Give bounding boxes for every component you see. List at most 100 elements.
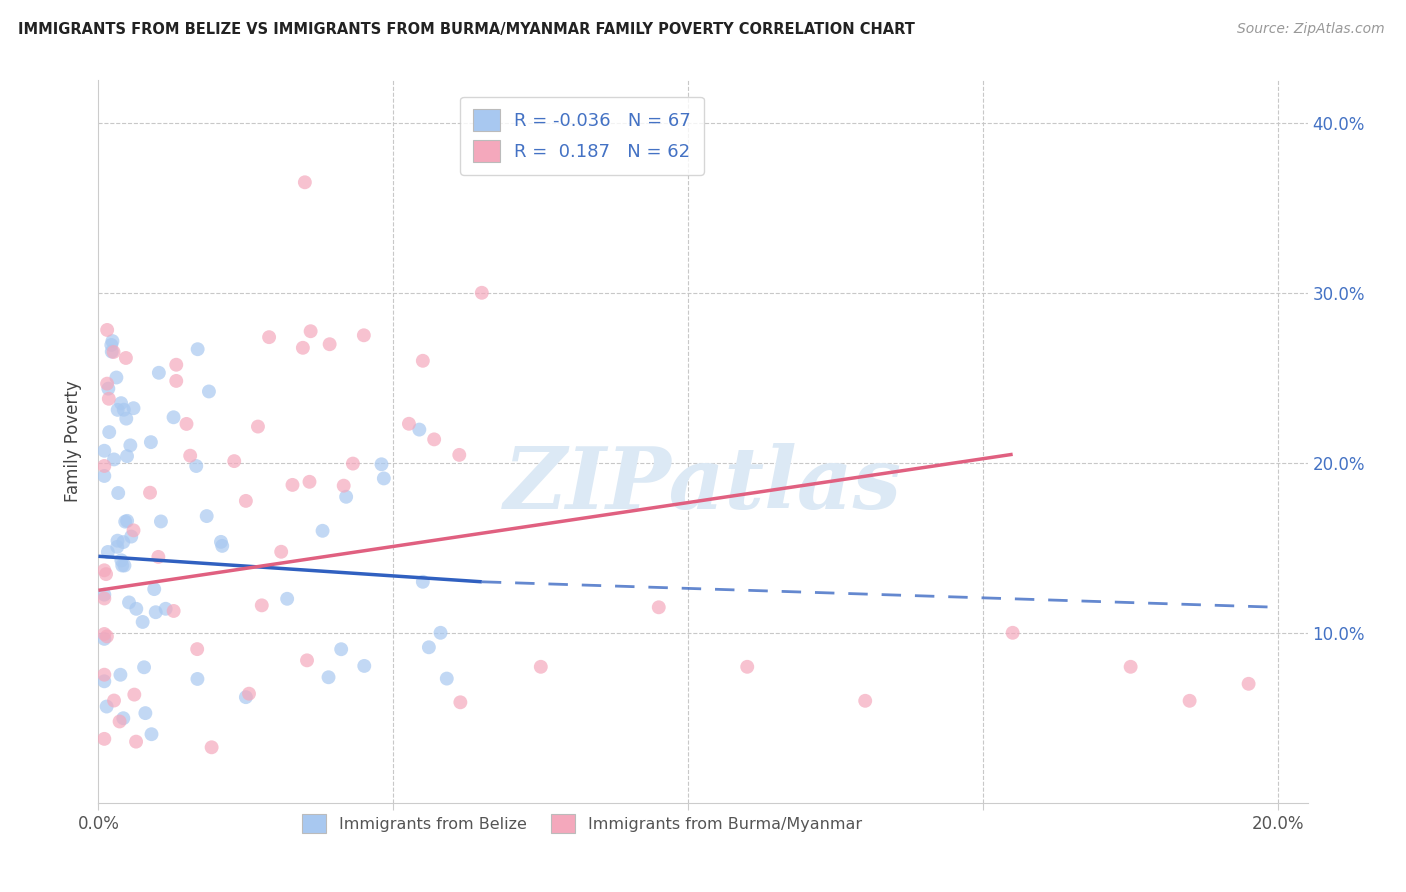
Point	[211, 539, 233, 553]
Point	[105, 540, 128, 554]
Point	[122, 401, 145, 416]
Point	[141, 727, 163, 741]
Point	[103, 693, 125, 707]
Point	[107, 402, 129, 417]
Point	[648, 600, 671, 615]
Point	[179, 449, 201, 463]
Point	[115, 449, 138, 463]
Point	[93, 588, 115, 602]
Point	[201, 740, 224, 755]
Point	[198, 384, 221, 399]
Point	[281, 478, 304, 492]
Legend: Immigrants from Belize, Immigrants from Burma/Myanmar: Immigrants from Belize, Immigrants from …	[297, 807, 868, 839]
Point	[112, 402, 135, 417]
Point	[148, 549, 170, 564]
Point	[112, 535, 135, 549]
Point	[100, 344, 122, 359]
Point	[115, 411, 138, 425]
Point	[101, 334, 124, 348]
Point	[412, 574, 434, 589]
Point	[429, 625, 451, 640]
Point	[98, 425, 121, 439]
Point	[120, 530, 142, 544]
Point	[93, 627, 115, 641]
Text: ZIPatlas: ZIPatlas	[503, 443, 903, 526]
Point	[149, 515, 172, 529]
Point	[100, 338, 122, 352]
Point	[335, 490, 357, 504]
Point	[148, 366, 170, 380]
Point	[93, 591, 115, 606]
Point	[162, 410, 184, 425]
Point	[370, 457, 392, 471]
Point	[471, 285, 494, 300]
Point	[97, 382, 120, 396]
Point	[224, 454, 246, 468]
Point	[186, 458, 208, 473]
Point	[332, 478, 354, 492]
Point	[110, 396, 132, 410]
Point	[103, 345, 125, 359]
Point	[246, 419, 269, 434]
Point	[93, 469, 115, 483]
Point	[299, 324, 322, 338]
Point	[115, 351, 138, 365]
Text: Source: ZipAtlas.com: Source: ZipAtlas.com	[1237, 22, 1385, 37]
Point	[124, 688, 146, 702]
Point	[449, 695, 471, 709]
Point	[105, 370, 128, 384]
Point	[114, 558, 136, 573]
Point	[186, 672, 208, 686]
Point	[110, 667, 132, 681]
Point	[235, 690, 257, 705]
Point	[408, 423, 430, 437]
Point	[94, 567, 117, 582]
Point	[353, 328, 375, 343]
Point	[291, 341, 314, 355]
Point	[187, 342, 209, 356]
Point	[342, 457, 364, 471]
Point	[276, 591, 298, 606]
Point	[238, 687, 260, 701]
Point	[139, 435, 162, 450]
Point	[163, 604, 186, 618]
Point	[120, 438, 142, 452]
Point	[318, 337, 340, 351]
Point	[1119, 660, 1142, 674]
Point	[449, 448, 471, 462]
Point	[96, 323, 118, 337]
Point	[195, 509, 218, 524]
Point	[143, 582, 166, 596]
Point	[93, 632, 115, 646]
Point	[176, 417, 198, 431]
Point	[107, 486, 129, 500]
Point	[209, 534, 232, 549]
Point	[115, 514, 138, 528]
Point	[398, 417, 420, 431]
Point	[96, 376, 118, 391]
Point	[735, 660, 758, 674]
Point	[103, 452, 125, 467]
Point	[373, 471, 395, 485]
Point	[125, 734, 148, 748]
Point	[125, 602, 148, 616]
Point	[132, 660, 155, 674]
Point	[118, 595, 141, 609]
Point	[250, 599, 273, 613]
Point	[423, 433, 446, 447]
Point	[186, 642, 208, 657]
Point	[270, 545, 292, 559]
Point	[93, 667, 115, 681]
Point	[165, 358, 187, 372]
Point	[418, 640, 440, 655]
Point	[436, 672, 458, 686]
Point	[257, 330, 280, 344]
Point	[112, 711, 135, 725]
Point	[294, 175, 316, 189]
Point	[853, 694, 876, 708]
Point	[330, 642, 353, 657]
Point	[107, 533, 129, 548]
Point	[110, 553, 132, 567]
Text: IMMIGRANTS FROM BELIZE VS IMMIGRANTS FROM BURMA/MYANMAR FAMILY POVERTY CORRELATI: IMMIGRANTS FROM BELIZE VS IMMIGRANTS FRO…	[18, 22, 915, 37]
Point	[311, 524, 333, 538]
